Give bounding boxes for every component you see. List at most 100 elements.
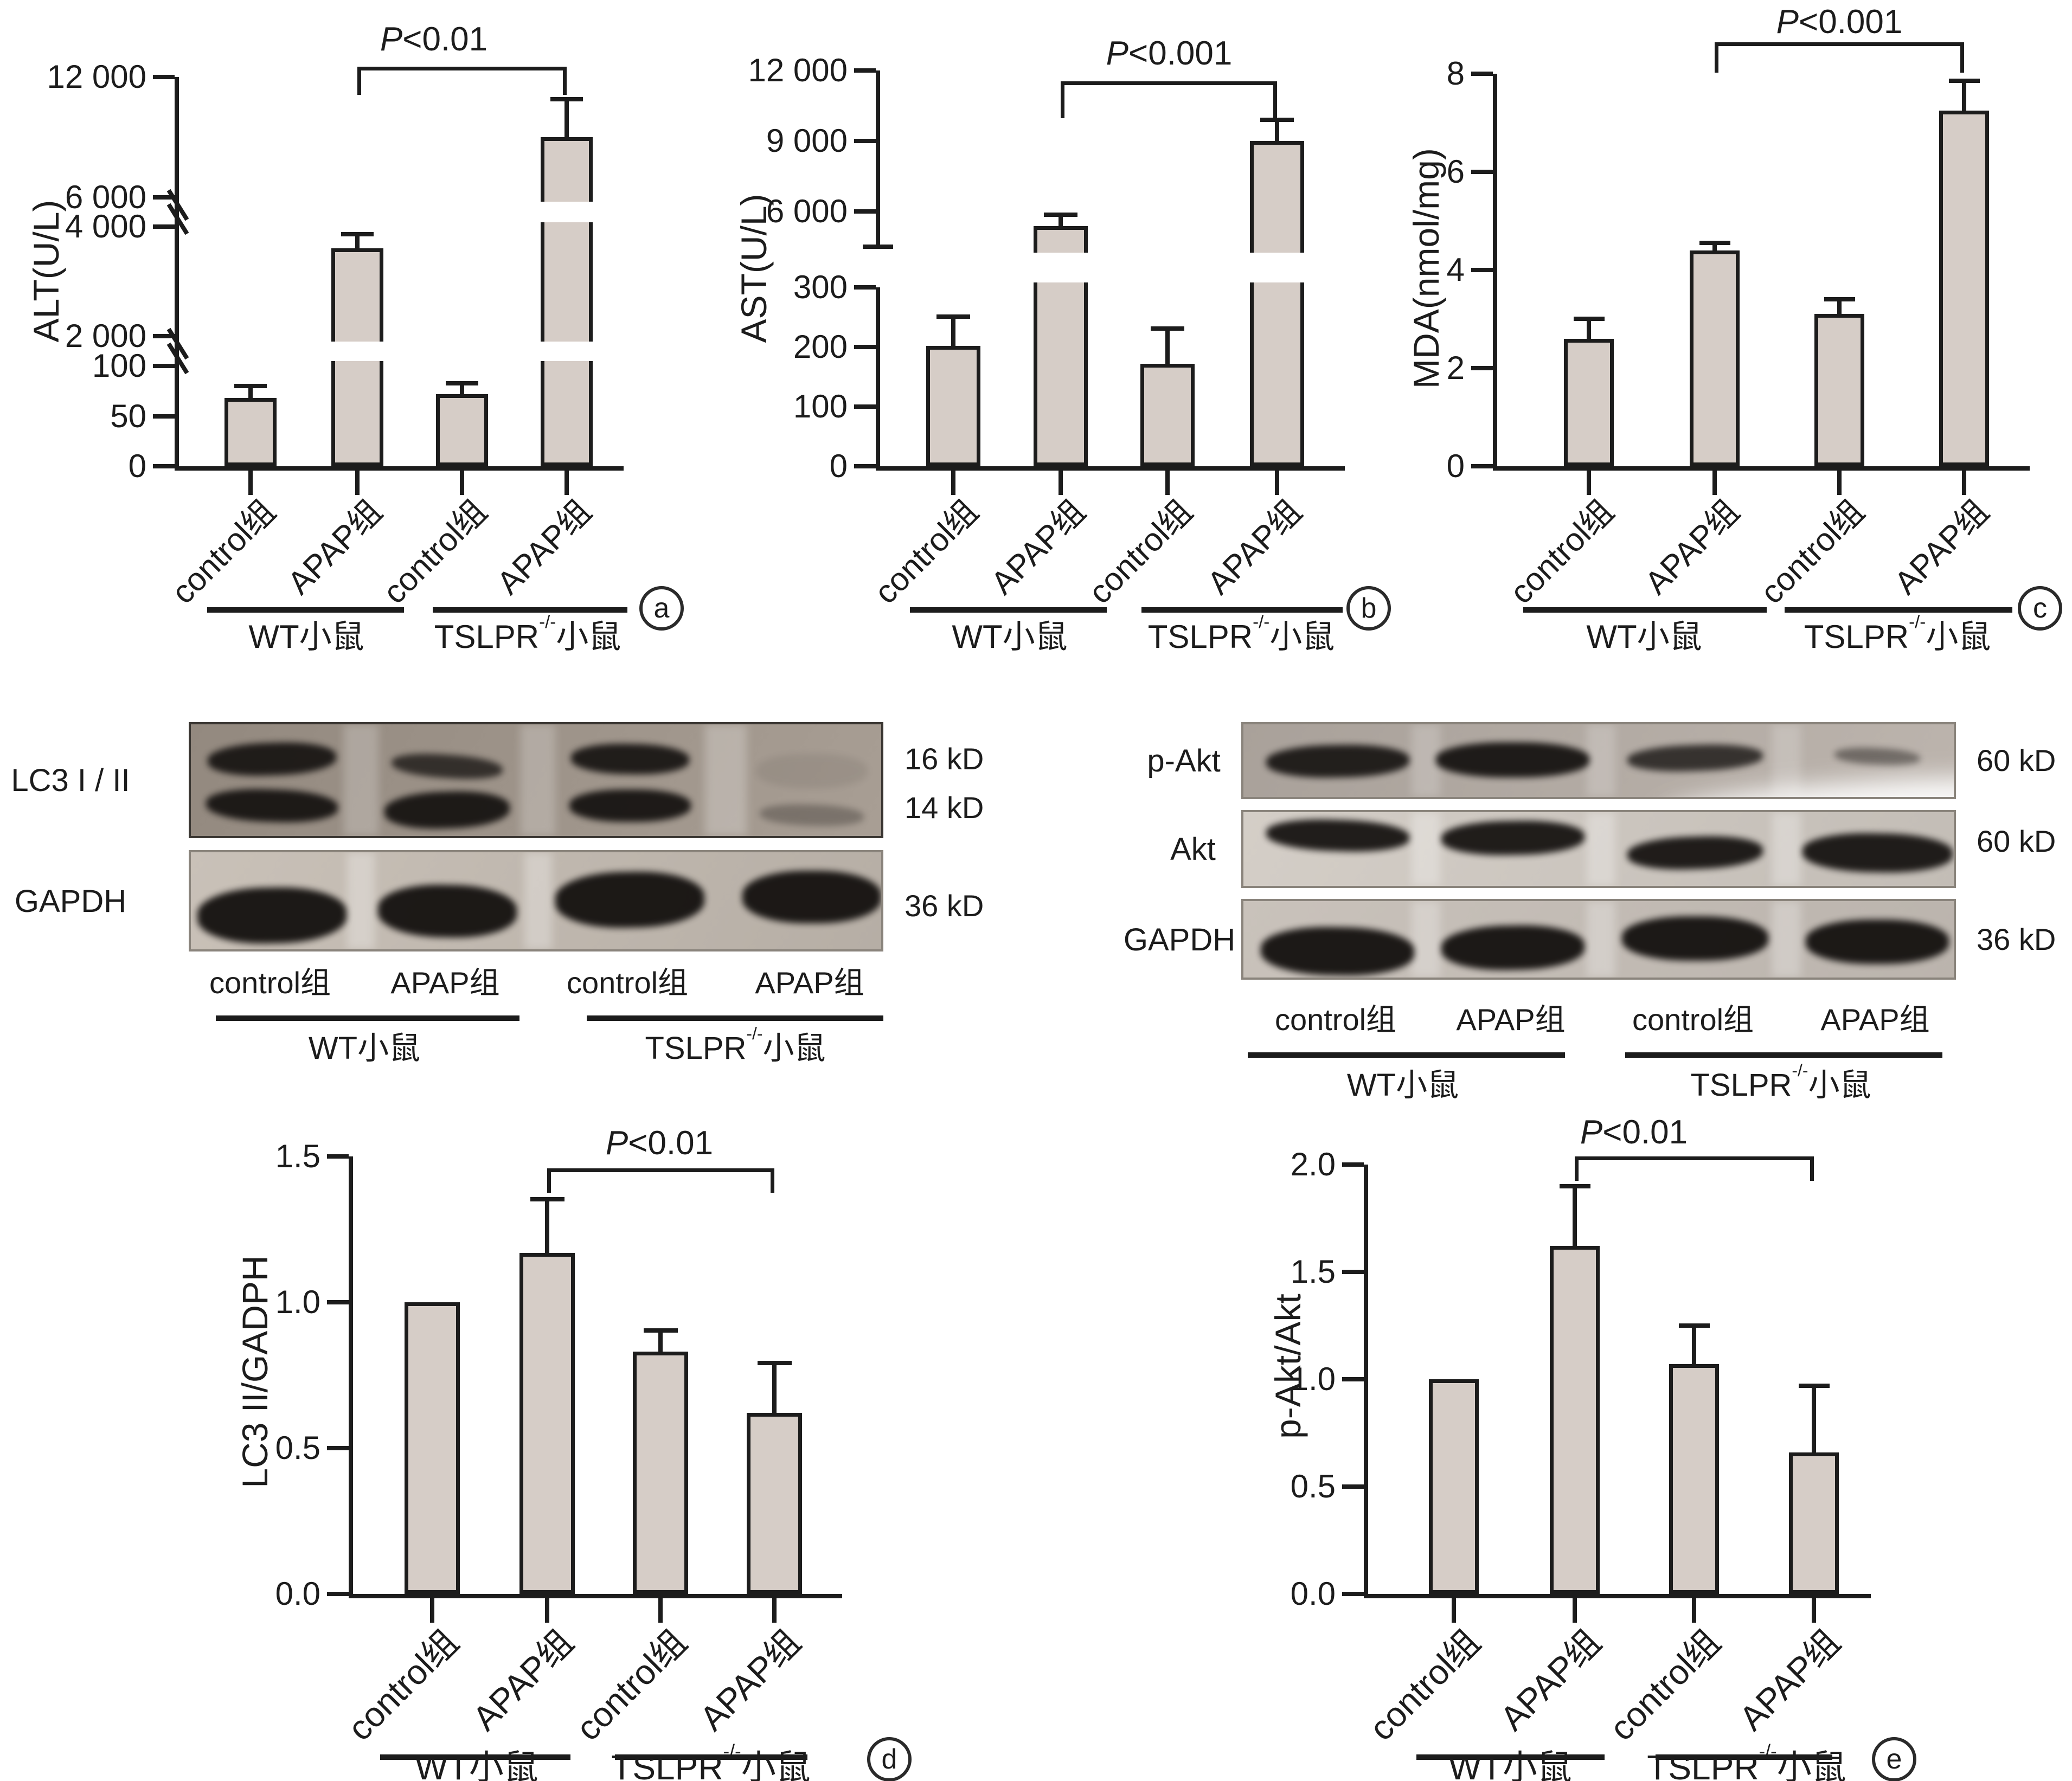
p-value-text: <0.001 [1128,35,1233,72]
x-category-label: APAP组 [1638,493,1747,602]
x-tick [1692,1598,1696,1623]
y-axis [876,287,880,466]
group-base: TSLPR [1690,1068,1792,1103]
x-tick [460,471,464,495]
significance-label: P<0.01 [497,1127,822,1160]
group-text: WT小鼠 [952,619,1068,655]
y-tick [153,464,175,468]
significance-label: P<0.01 [271,23,596,56]
y-tick [854,464,876,468]
error-bar-cap [1151,326,1184,331]
error-bar-line [1812,1384,1816,1452]
x-category-label: control组 [376,493,494,611]
p-value-text: <0.01 [1602,1114,1688,1151]
y-tick [854,139,876,143]
group-base: TSLPR [611,1748,723,1781]
bar-APAP组-1 [1550,1246,1600,1594]
lane-gap-streak [347,852,375,949]
significance-label: P<0.001 [1006,37,1332,70]
y-tick [153,75,175,79]
x-category-label: APAP组 [984,493,1093,602]
bar-control组-0 [1429,1379,1479,1594]
protein-band [1260,925,1415,977]
group-rest: 小鼠 [1808,1068,1871,1103]
y-axis [349,1156,353,1594]
group-text: WT小鼠 [1346,1068,1459,1103]
group-label: TSLPR-/-小鼠 [1724,613,2071,653]
group-label: TSLPR-/-小鼠 [1573,1742,1920,1781]
y-axis-title: ALT(U/L) [26,200,66,343]
significance-bracket [547,1168,774,1172]
group-label: TSLPR-/-小鼠 [537,1742,884,1781]
panel-a-alt-chart: control组 APAP组 control组 APAP组 0 50 100 2 000 4 0… [0,0,690,721]
y-tick [1471,366,1493,370]
y-tick [854,285,876,290]
molecular-weight-marker: 14 kD [905,790,984,825]
bar-control组-0 [224,398,277,466]
y-tick [153,224,175,229]
x-category-label: control组 [1753,493,1871,611]
blot-strip-GAPDH [189,850,883,951]
y-tick [153,414,175,419]
error-bar-line [545,1197,549,1253]
bar-control组-2 [1669,1364,1719,1594]
y-tick [1342,1377,1364,1381]
group-rest: 小鼠 [1269,619,1335,655]
error-bar-line [1712,241,1717,250]
error-bar-line [1587,317,1591,339]
y-tick-label: 12 000 [47,59,146,95]
group-underline [615,1754,807,1760]
y-tick-label: 2 [1446,350,1465,386]
panel-c-mda-chart: control组 APAP组 control组 APAP组 0 2 4 6 8 P<0.001 WT… [1383,0,2072,721]
lane-label: control组 [566,966,689,1000]
y-tick-label: 0.0 [275,1576,320,1612]
group-superscript: -/- [539,611,556,632]
p-value-text: <0.01 [628,1124,714,1162]
group-label: WT小鼠 [1471,621,1818,653]
error-bar-cap [1798,1384,1830,1388]
x-tick [1165,471,1170,495]
bar-control组-2 [436,394,488,466]
error-bar-cap [936,314,970,319]
x-category-label: control组 [1602,1622,1728,1748]
error-bar-cap [1559,1184,1590,1188]
y-tick [327,1154,349,1159]
lane-gap-streak [1587,724,1615,797]
lane-gap-streak [1412,724,1440,797]
x-category-label: control组 [1081,493,1199,611]
group-text: WT小鼠 [1586,619,1702,655]
bar-control组-2 [633,1352,688,1594]
x-category-label: control组 [1503,493,1621,611]
lane-label: control组 [1274,1002,1397,1037]
x-tick [1573,1598,1577,1623]
y-tick-label: 2 000 [65,318,146,354]
group-label: TSLPR-/-小鼠 [1068,613,1415,655]
y-tick [1342,1592,1364,1596]
blot-row-label: p-Akt [1147,743,1221,779]
p-value-text: <0.01 [402,21,488,58]
y-tick-label: 4 [1446,252,1465,288]
x-axis [349,1594,842,1598]
significance-label: P<0.001 [1677,5,2002,39]
group-superscript: -/- [723,1741,741,1763]
y-axis-title: AST(U/L) [734,194,774,343]
molecular-weight-marker: 36 kD [1977,922,2056,956]
y-tick [854,345,876,349]
lane-gap-streak [1587,812,1615,886]
panel-letter-badge: a [639,586,684,631]
y-tick-label: 50 [110,398,146,434]
group-base: TSLPR [434,619,540,655]
y-axis [876,70,880,247]
y-tick-label: 0 [1446,448,1465,484]
x-tick [1837,471,1842,495]
y-tick [1471,72,1493,76]
x-tick [1962,471,1966,495]
group-text: WT小鼠 [248,619,364,655]
group-label: TSLPR-/-小鼠 [354,613,701,655]
group-underline [1523,607,1767,613]
error-bar-line [1573,1184,1577,1246]
panel-b-ast-chart: control组 APAP组 control组 APAP组 0 100 200 300 6 00… [694,0,1391,721]
y-tick-label: 0 [128,448,146,484]
error-bar-line [355,232,360,248]
